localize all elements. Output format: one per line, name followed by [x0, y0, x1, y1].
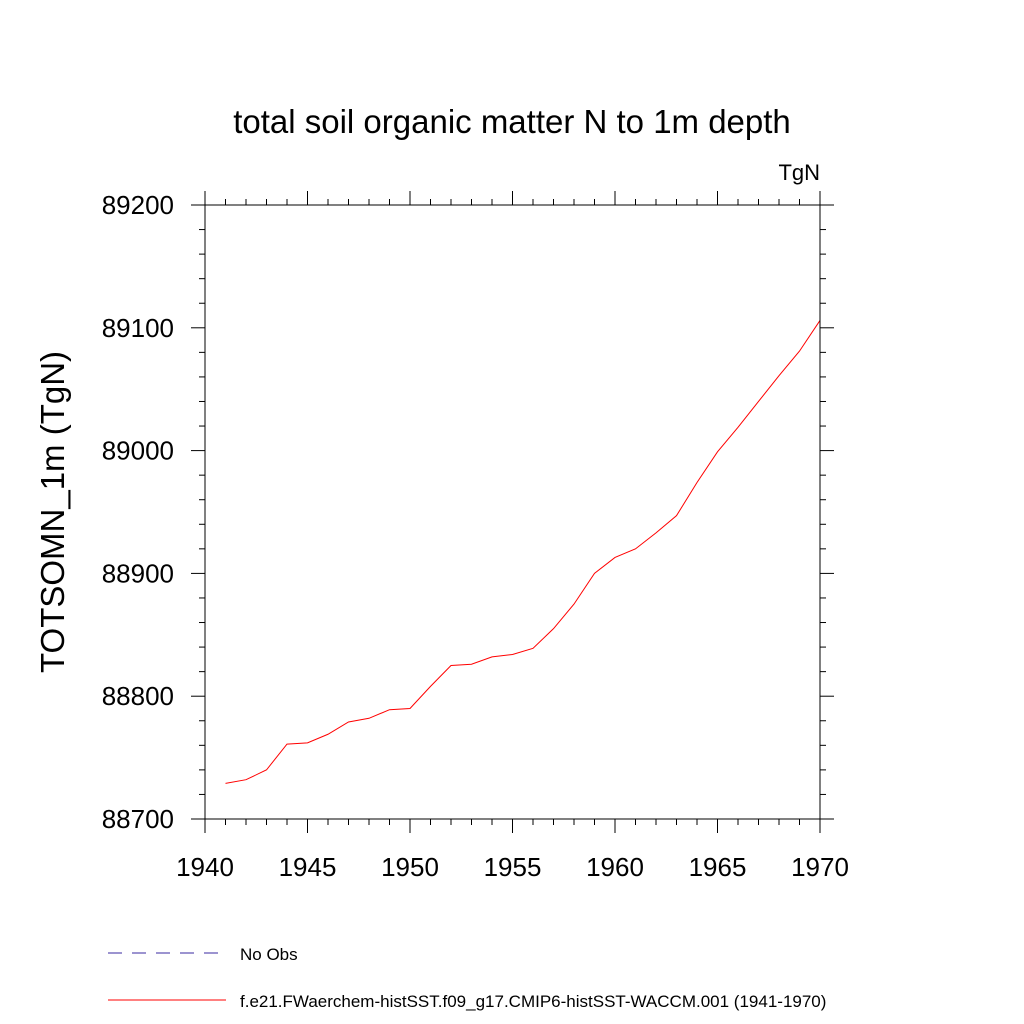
y-tick-label: 88900 — [102, 558, 174, 588]
x-tick-label: 1940 — [176, 852, 234, 882]
plot-lines — [225, 320, 821, 784]
y-tick-label: 88800 — [102, 681, 174, 711]
x-tick-label: 1965 — [689, 852, 747, 882]
legend: No Obs f.e21.FWaerchem-histSST.f09_g17.CM… — [108, 945, 826, 1011]
x-tick-label: 1955 — [484, 852, 542, 882]
series-line — [225, 320, 821, 784]
x-tick-label: 1970 — [791, 852, 849, 882]
y-tick-label: 88700 — [102, 804, 174, 834]
axis-ticks — [191, 191, 834, 833]
axis-tick-labels: 1940 1945 1950 1955 1960 1965 1970 88700 88800 88… — [102, 190, 849, 882]
plot-frame — [204, 204, 821, 820]
x-tick-label: 1945 — [279, 852, 337, 882]
legend-label: f.e21.FWaerchem-histSST.f09_g17.CMIP6-hi… — [240, 992, 826, 1011]
y-tick-label: 89100 — [102, 313, 174, 343]
legend-label: No Obs — [240, 945, 298, 964]
units-label: TgN — [778, 160, 820, 185]
x-tick-label: 1960 — [586, 852, 644, 882]
y-tick-label: 89000 — [102, 436, 174, 466]
y-axis-label: TOTSOMN_1m (TgN) — [34, 351, 71, 673]
chart-title: total soil organic matter N to 1m depth — [233, 103, 791, 140]
y-tick-label: 89200 — [102, 190, 174, 220]
x-tick-label: 1950 — [381, 852, 439, 882]
